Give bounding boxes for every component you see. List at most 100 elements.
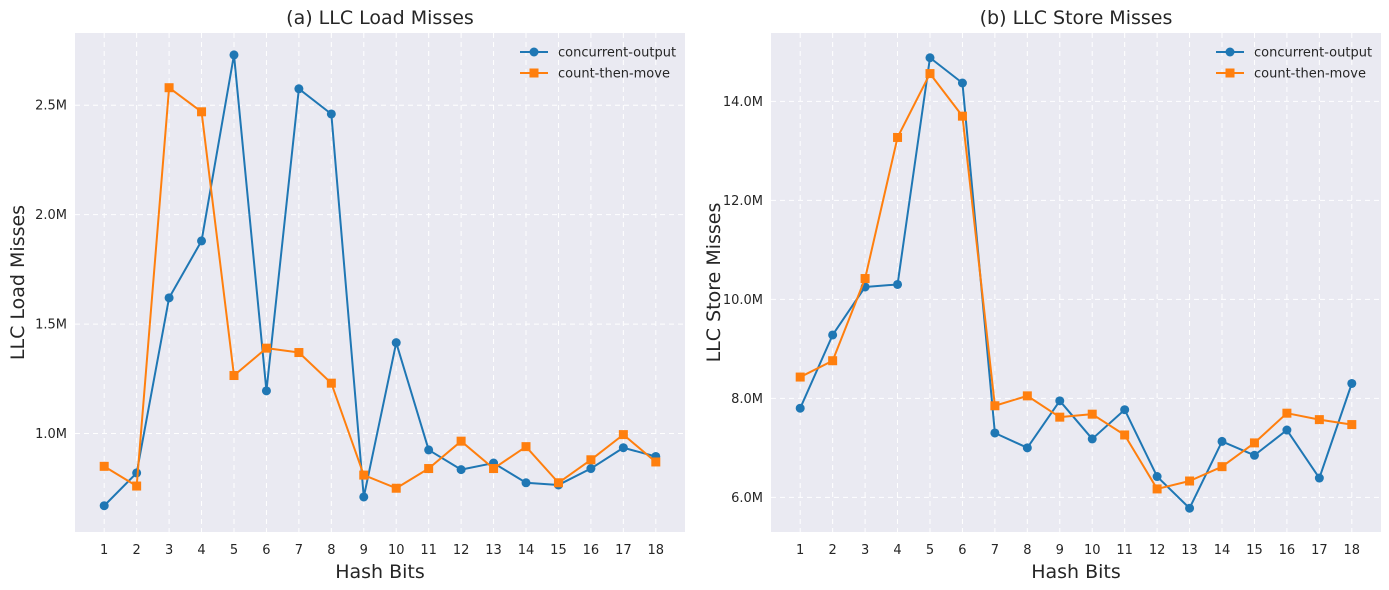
- load-series-count-then-move-point: [294, 348, 304, 358]
- store-series-count-then-move-point: [893, 132, 903, 142]
- store-x-tick-label: 4: [893, 543, 901, 558]
- store-chart-title: (b) LLC Store Misses: [980, 7, 1173, 29]
- store-x-tick-label: 1: [796, 543, 804, 558]
- store-series-count-then-move-point: [1087, 409, 1097, 419]
- store-x-tick-label: 2: [829, 543, 837, 558]
- load-chart-title: (a) LLC Load Misses: [286, 7, 474, 29]
- store-x-tick-label: 3: [861, 543, 869, 558]
- load-series-concurrent-output-point: [586, 464, 596, 474]
- load-legend-marker: [529, 68, 539, 78]
- load-x-tick-label: 3: [165, 543, 173, 558]
- store-series-count-then-move-point: [925, 69, 935, 79]
- load-series-count-then-move-point: [197, 107, 207, 117]
- store-series-count-then-move-point: [1249, 438, 1259, 448]
- load-series-count-then-move-point: [521, 442, 531, 452]
- store-plot-area: [771, 33, 1381, 532]
- store-series-count-then-move-point: [1120, 430, 1130, 440]
- store-series-count-then-move-point: [1347, 420, 1357, 430]
- load-series-count-then-move-point: [391, 483, 401, 493]
- load-x-tick-label: 1: [100, 543, 108, 558]
- load-legend-label: count-then-move: [558, 67, 670, 82]
- store-x-tick-label: 13: [1181, 543, 1198, 558]
- load-chart: 1 2 3 4 5 6 7 8 9 10 11 12 13 14 15 16 17 181.0M1.5M2.0M2…: [7, 7, 685, 583]
- store-legend-marker: [1225, 47, 1235, 57]
- store-y-tick-label: 8.0M: [731, 392, 763, 407]
- load-x-tick-label: 5: [230, 543, 238, 558]
- store-y-axis-label: LLC Store Misses: [703, 203, 725, 363]
- load-x-tick-label: 16: [583, 543, 600, 558]
- load-x-tick-label: 2: [133, 543, 141, 558]
- load-plot-area: [75, 33, 685, 532]
- load-series-count-then-move-point: [456, 436, 466, 446]
- store-legend-label: concurrent-output: [1254, 46, 1372, 61]
- store-x-tick-label: 7: [991, 543, 999, 558]
- load-series-count-then-move-point: [618, 430, 628, 440]
- store-series-concurrent-output-point: [957, 78, 967, 88]
- store-series-concurrent-output-point: [1120, 405, 1130, 415]
- load-series-concurrent-output-point: [261, 386, 271, 396]
- load-series-count-then-move-point: [261, 343, 271, 353]
- store-series-concurrent-output-point: [925, 53, 935, 63]
- load-x-tick-label: 15: [550, 543, 567, 558]
- store-series-concurrent-output-point: [1249, 450, 1259, 460]
- load-series-count-then-move-point: [132, 481, 142, 491]
- store-series-concurrent-output-point: [1347, 378, 1357, 388]
- store-chart: 1 2 3 4 5 6 7 8 9 10 11 12 13 14 15 16 17 186.0M8.0M10.0M…: [703, 7, 1381, 583]
- load-legend: concurrent-output count-then-move: [520, 46, 676, 82]
- load-series-concurrent-output-point: [618, 443, 628, 453]
- load-x-tick-label: 14: [518, 543, 535, 558]
- load-x-tick-label: 6: [262, 543, 270, 558]
- store-x-tick-label: 8: [1023, 543, 1031, 558]
- load-x-axis-label: Hash Bits: [335, 561, 425, 583]
- load-x-tick-label: 11: [420, 543, 437, 558]
- load-x-tick-label: 7: [295, 543, 303, 558]
- store-series-count-then-move-point: [957, 111, 967, 121]
- store-y-tick-label: 6.0M: [731, 491, 763, 506]
- store-series-concurrent-output-point: [828, 330, 838, 340]
- store-series-concurrent-output-point: [1217, 436, 1227, 446]
- load-series-concurrent-output-point: [359, 492, 369, 502]
- load-series-count-then-move-line: [103, 86, 657, 490]
- store-legend-marker: [1225, 68, 1235, 78]
- load-series-concurrent-output-point: [294, 84, 304, 94]
- store-series-concurrent-output-point: [1152, 472, 1162, 482]
- store-x-tick-label: 9: [1056, 543, 1064, 558]
- load-series-concurrent-output-point: [326, 109, 336, 119]
- store-series-count-then-move-point: [1055, 412, 1065, 422]
- store-series-concurrent-output-point: [1022, 443, 1032, 453]
- load-series-count-then-move-point: [651, 457, 661, 467]
- load-y-tick-label: 1.5M: [35, 318, 67, 333]
- store-series-count-then-move-line: [799, 72, 1352, 490]
- load-series-count-then-move-point: [99, 461, 109, 471]
- load-series-concurrent-output-point: [391, 338, 401, 348]
- load-series-count-then-move-point: [326, 378, 336, 388]
- store-x-axis-label: Hash Bits: [1031, 561, 1121, 583]
- store-series-concurrent-output-point: [1282, 425, 1292, 435]
- load-y-tick-label: 2.5M: [35, 99, 67, 114]
- store-series-count-then-move-point: [1217, 462, 1227, 472]
- store-y-tick-label: 14.0M: [723, 95, 763, 110]
- store-legend: concurrent-output count-then-move: [1216, 46, 1372, 82]
- load-series-count-then-move: [99, 83, 661, 493]
- load-series-count-then-move-point: [586, 455, 596, 465]
- store-series-concurrent-output-point: [795, 403, 805, 413]
- load-series-concurrent-output-point: [164, 293, 174, 303]
- store-x-tick-label: 10: [1084, 543, 1101, 558]
- store-series-count-then-move-point: [860, 274, 870, 284]
- load-series-count-then-move-point: [424, 464, 434, 474]
- store-series-concurrent-output-point: [1087, 434, 1097, 444]
- store-series-concurrent-output-point: [990, 428, 1000, 438]
- store-x-tick-label: 15: [1246, 543, 1263, 558]
- store-series-count-then-move-point: [1185, 476, 1195, 486]
- load-series-concurrent-output-point: [424, 445, 434, 455]
- store-legend-label: count-then-move: [1254, 67, 1366, 82]
- load-x-tick-label: 13: [485, 543, 502, 558]
- load-x-tick-label: 18: [648, 543, 665, 558]
- store-series-concurrent-output-point: [1185, 503, 1195, 513]
- store-y-tick-label: 10.0M: [723, 293, 763, 308]
- load-x-tick-label: 10: [388, 543, 405, 558]
- load-series-concurrent-output-point: [521, 478, 531, 488]
- load-series-count-then-move-point: [359, 470, 369, 480]
- store-series-concurrent-output-point: [1314, 473, 1324, 483]
